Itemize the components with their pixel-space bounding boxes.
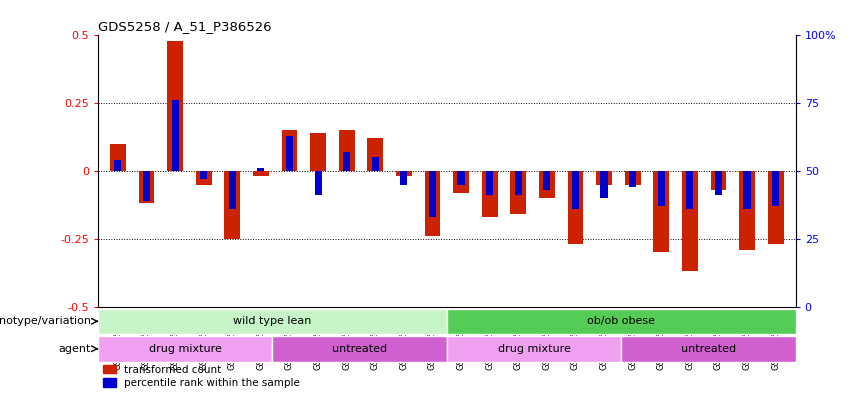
Bar [311,133,326,171]
Bar [715,171,722,195]
Bar [711,171,727,190]
Text: wild type lean: wild type lean [233,316,311,326]
Bar [515,171,522,195]
Bar [172,101,179,171]
Bar [143,171,150,201]
Bar [572,171,579,209]
Bar [339,130,355,171]
Bar [597,171,612,185]
Bar [114,160,122,171]
Bar [282,130,297,171]
Text: drug mixture: drug mixture [498,344,570,354]
Bar [429,171,436,217]
Bar [543,171,551,190]
Bar [682,171,698,271]
Bar [229,171,236,209]
Bar [272,336,447,362]
Bar [654,171,669,252]
Bar [768,171,784,244]
Bar [167,41,183,171]
Bar [625,171,641,185]
Text: ob/ob obese: ob/ob obese [587,316,655,326]
Bar [511,171,526,214]
Bar [396,171,412,176]
Text: drug mixture: drug mixture [149,344,221,354]
Bar [343,152,351,171]
Bar [621,336,796,362]
Bar [110,144,126,171]
Bar [601,171,608,198]
Text: genotype/variation: genotype/variation [0,316,91,326]
Bar [454,171,469,193]
Bar [253,171,269,176]
Bar [686,171,694,209]
Bar [372,157,379,171]
Bar [425,171,440,236]
Bar [740,171,755,250]
Bar [200,171,208,179]
Bar [98,336,272,362]
Bar [447,336,621,362]
Text: GDS5258 / A_51_P386526: GDS5258 / A_51_P386526 [98,20,271,33]
Bar [98,309,447,334]
Bar [257,168,265,171]
Bar [482,171,498,217]
Legend: transformed count, percentile rank within the sample: transformed count, percentile rank withi… [103,365,300,388]
Bar [568,171,583,244]
Bar [772,171,780,206]
Text: untreated: untreated [332,344,387,354]
Bar [458,171,465,185]
Bar [486,171,494,195]
Bar [286,136,293,171]
Bar [225,171,240,239]
Bar [629,171,637,187]
Bar [315,171,322,195]
Bar [744,171,751,209]
Bar [139,171,154,204]
Text: untreated: untreated [681,344,736,354]
Bar [539,171,555,198]
Bar [368,138,383,171]
Bar [400,171,408,185]
Bar [196,171,212,185]
Bar [658,171,665,206]
Text: agent: agent [59,344,91,354]
Bar [447,309,796,334]
